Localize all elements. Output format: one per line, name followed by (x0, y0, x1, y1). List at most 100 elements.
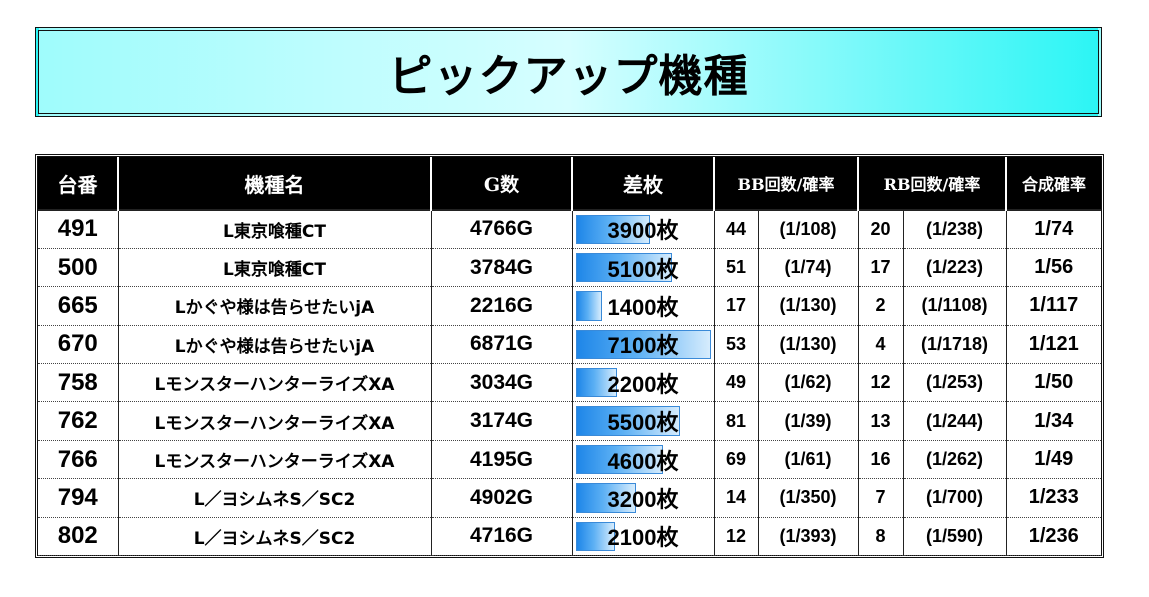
table-row: 794 L／ヨシムネS／SC2 4902G 3200枚 14 (1/350) 7 (1/700… (38, 478, 1102, 518)
bb-count-cell: 14 (714, 478, 759, 518)
combined-rate-cell: 1/74 (1006, 208, 1102, 249)
diff-coins-cell: 2100枚 (572, 517, 715, 557)
diff-value: 3900枚 (607, 218, 679, 244)
diff-bar (575, 483, 637, 513)
rb-count-cell: 7 (858, 478, 904, 518)
diff-coins-cell: 7100枚 (572, 325, 715, 365)
bb-rate-cell: (1/39) (758, 401, 859, 441)
machine-name-cell: Lかぐや様は告らせたいjA (118, 325, 432, 365)
bb-rate-cell: (1/350) (758, 478, 859, 518)
machine-name-cell: LモンスターハンターライズXA (118, 440, 432, 480)
rb-count-cell: 20 (858, 208, 904, 249)
table-row: 670 Lかぐや様は告らせたいjA 6871G 7100枚 53 (1/130) 4 (1/1… (38, 325, 1102, 365)
combined-rate-cell: 1/34 (1006, 401, 1102, 441)
table-row: 491 L東京喰種CT 4766G 3900枚 44 (1/108) 20 (1/238) 1/… (38, 208, 1102, 249)
diff-coins-cell: 5500枚 (572, 401, 715, 441)
rb-rate-cell: (1/238) (903, 208, 1007, 249)
game-count-cell: 4902G (431, 478, 573, 518)
diff-value: 2200枚 (607, 371, 679, 397)
game-count-cell: 3034G (431, 363, 573, 403)
machine-name-cell: LモンスターハンターライズXA (118, 401, 432, 441)
bb-count-cell: 17 (714, 286, 759, 326)
pickup-table: 台番 機種名 G数 差枚 BB回数/確率 RB回数/確率 合成確率 491 L東京… (38, 157, 1102, 557)
table-row: 762 LモンスターハンターライズXA 3174G 5500枚 81 (1/39) 13 (1… (38, 401, 1102, 441)
combined-rate-cell: 1/117 (1006, 286, 1102, 326)
diff-bar (575, 252, 673, 283)
header-machine: 機種名 (118, 157, 432, 210)
combined-rate-cell: 1/49 (1006, 440, 1102, 480)
rb-count-cell: 17 (858, 248, 904, 288)
bb-count-cell: 49 (714, 363, 759, 403)
rb-rate-cell: (1/1718) (903, 325, 1007, 365)
bb-count-cell: 12 (714, 517, 759, 557)
bb-rate-cell: (1/62) (758, 363, 859, 403)
table-header-row: 台番 機種名 G数 差枚 BB回数/確率 RB回数/確率 合成確率 (38, 157, 1102, 210)
unit-number-cell: 500 (38, 248, 119, 288)
combined-rate-cell: 1/50 (1006, 363, 1102, 403)
unit-number-cell: 802 (38, 517, 119, 557)
machine-name-cell: Lかぐや様は告らせたいjA (118, 286, 432, 326)
diff-bar (575, 368, 618, 398)
rb-count-cell: 4 (858, 325, 904, 365)
rb-count-cell: 2 (858, 286, 904, 326)
rb-count-cell: 16 (858, 440, 904, 480)
diff-bar (575, 215, 650, 244)
bb-rate-cell: (1/130) (758, 325, 859, 365)
combined-rate-cell: 1/233 (1006, 478, 1102, 518)
table-row: 758 LモンスターハンターライズXA 3034G 2200枚 49 (1/62) 12 (1… (38, 363, 1102, 403)
diff-coins-cell: 3200枚 (572, 478, 715, 518)
bb-rate-cell: (1/61) (758, 440, 859, 480)
machine-name-cell: LモンスターハンターライズXA (118, 363, 432, 403)
unit-number-cell: 762 (38, 401, 119, 441)
rb-rate-cell: (1/244) (903, 401, 1007, 441)
table-row: 766 LモンスターハンターライズXA 4195G 4600枚 69 (1/61) 16 (1… (38, 440, 1102, 480)
game-count-cell: 4766G (431, 208, 573, 249)
bb-rate-cell: (1/74) (758, 248, 859, 288)
diff-coins-cell: 1400枚 (572, 286, 715, 326)
bb-rate-cell: (1/393) (758, 517, 859, 557)
unit-number-cell: 665 (38, 286, 119, 326)
bb-count-cell: 81 (714, 401, 759, 441)
unit-number-cell: 794 (38, 478, 119, 518)
header-unit: 台番 (38, 157, 119, 210)
page-title: ピックアップ機種 (388, 51, 749, 102)
game-count-cell: 3784G (431, 248, 573, 288)
diff-bar (575, 406, 681, 436)
game-count-cell: 3174G (431, 401, 573, 441)
rb-rate-cell: (1/223) (903, 248, 1007, 288)
combined-rate-cell: 1/236 (1006, 517, 1102, 557)
header-diff: 差枚 (572, 157, 715, 210)
diff-value: 4600枚 (607, 448, 679, 474)
game-count-cell: 6871G (431, 325, 573, 365)
unit-number-cell: 491 (38, 208, 119, 249)
diff-value: 5500枚 (607, 410, 679, 436)
diff-value: 2100枚 (607, 525, 679, 551)
diff-bar (575, 329, 711, 360)
table-row: 802 L／ヨシムネS／SC2 4716G 2100枚 12 (1/393) 8 (1/590… (38, 517, 1102, 557)
bb-count-cell: 53 (714, 325, 759, 365)
rb-rate-cell: (1/262) (903, 440, 1007, 480)
unit-number-cell: 670 (38, 325, 119, 365)
header-combined: 合成確率 (1006, 157, 1102, 210)
rb-rate-cell: (1/253) (903, 363, 1007, 403)
machine-name-cell: L東京喰種CT (118, 248, 432, 288)
diff-coins-cell: 4600枚 (572, 440, 715, 480)
diff-bar (575, 291, 603, 321)
game-count-cell: 2216G (431, 286, 573, 326)
combined-rate-cell: 1/121 (1006, 325, 1102, 365)
bb-count-cell: 44 (714, 208, 759, 249)
diff-value: 3200枚 (607, 486, 679, 512)
rb-count-cell: 13 (858, 401, 904, 441)
diff-bar (575, 444, 663, 475)
bb-rate-cell: (1/130) (758, 286, 859, 326)
table-row: 500 L東京喰種CT 3784G 5100枚 51 (1/74) 17 (1/223) 1/5… (38, 248, 1102, 288)
diff-coins-cell: 5100枚 (572, 248, 715, 288)
unit-number-cell: 766 (38, 440, 119, 480)
bb-count-cell: 69 (714, 440, 759, 480)
rb-count-cell: 8 (858, 517, 904, 557)
rb-count-cell: 12 (858, 363, 904, 403)
unit-number-cell: 758 (38, 363, 119, 403)
rb-rate-cell: (1/1108) (903, 286, 1007, 326)
diff-coins-cell: 2200枚 (572, 363, 715, 403)
title-banner: ピックアップ機種 (35, 27, 1102, 117)
